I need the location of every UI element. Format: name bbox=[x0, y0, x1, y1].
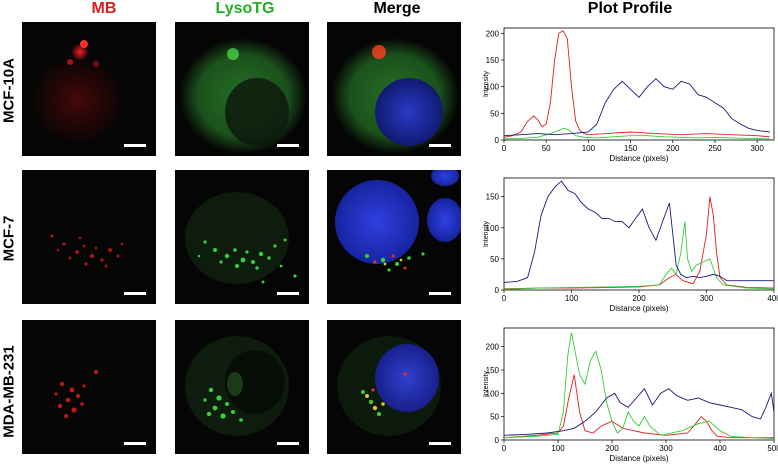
series-line-2 bbox=[503, 387, 775, 436]
y-tick-label: 50 bbox=[490, 413, 499, 422]
x-tick-label: 200 bbox=[666, 144, 680, 153]
y-tick-label: 50 bbox=[490, 109, 499, 118]
series-line-2 bbox=[503, 78, 770, 137]
y-tick-label: 100 bbox=[486, 224, 500, 233]
x-tick-label: 250 bbox=[708, 144, 722, 153]
scale-bar bbox=[277, 442, 299, 445]
y-tick-label: 150 bbox=[486, 193, 500, 202]
x-tick-label: 150 bbox=[624, 144, 638, 153]
y-tick-label: 200 bbox=[486, 29, 500, 38]
plot-frame bbox=[503, 327, 775, 441]
micrograph-mda-mb-231-mb bbox=[22, 320, 156, 454]
column-title-plot-profile: Plot Profile bbox=[587, 0, 673, 17]
x-axis-label: Distance (pixels) bbox=[609, 154, 668, 163]
x-tick-label: 100 bbox=[565, 294, 579, 303]
y-tick-label: 150 bbox=[486, 56, 500, 65]
x-tick-label: 400 bbox=[713, 444, 727, 453]
micrograph-mcf-7-mb bbox=[22, 170, 156, 304]
row-label-mcf-7: MCF-7 bbox=[0, 215, 18, 262]
y-axis-label: Intensity bbox=[483, 370, 490, 397]
x-tick-label: 0 bbox=[502, 294, 507, 303]
y-tick-label: 150 bbox=[486, 366, 500, 375]
series-line-0 bbox=[503, 374, 774, 439]
row-label-mcf-10a: MCF-10A bbox=[0, 58, 18, 124]
column-title-lysotg: LysoTG bbox=[215, 0, 275, 17]
x-tick-label: 200 bbox=[605, 444, 619, 453]
scale-bar bbox=[277, 292, 299, 295]
micrograph-mcf-7-merge bbox=[327, 170, 461, 304]
micrograph-mcf-10a-merge bbox=[327, 22, 461, 156]
y-tick-label: 100 bbox=[486, 389, 500, 398]
scale-bar bbox=[429, 292, 451, 295]
x-tick-label: 0 bbox=[502, 444, 507, 453]
x-tick-label: 100 bbox=[551, 444, 565, 453]
x-axis-label: Distance (pixels) bbox=[609, 304, 668, 313]
plot-profile-mda-mb-231: 0 50 100 150 200 0 100 200 300 400 500 Intensity Dis… bbox=[480, 322, 778, 467]
row-label-mda-mb-231: MDA-MB-231 bbox=[0, 345, 18, 438]
x-tick-label: 100 bbox=[582, 144, 596, 153]
scale-bar bbox=[124, 292, 146, 295]
x-tick-label: 300 bbox=[659, 444, 673, 453]
x-tick-label: 50 bbox=[542, 144, 551, 153]
y-tick-label: 0 bbox=[495, 136, 500, 145]
micrograph-mcf-10a-lysotg bbox=[175, 22, 309, 156]
series-line-0 bbox=[503, 196, 775, 290]
plot-profile-mcf-7: 0 50 100 150 0 100 200 300 400 Intensity Distance … bbox=[480, 172, 778, 317]
y-tick-label: 200 bbox=[486, 343, 500, 352]
scale-bar bbox=[429, 442, 451, 445]
scale-bar bbox=[124, 442, 146, 445]
micrograph-mcf-7-lysotg bbox=[175, 170, 309, 304]
plot-frame bbox=[503, 27, 775, 141]
y-tick-label: 100 bbox=[486, 83, 500, 92]
plot-svg: 0 50 100 150 0 100 200 300 400 Intensity Distance … bbox=[483, 177, 778, 313]
column-title-mb: MB bbox=[91, 0, 117, 17]
series-line-1 bbox=[503, 221, 775, 290]
y-tick-label: 0 bbox=[495, 436, 500, 445]
scale-bar bbox=[124, 144, 146, 147]
y-tick-label: 50 bbox=[490, 255, 499, 264]
x-axis-label: Distance (pixels) bbox=[609, 454, 668, 463]
plot-frame bbox=[503, 177, 775, 291]
micrograph-mda-mb-231-lysotg bbox=[175, 320, 309, 454]
y-tick-label: 0 bbox=[495, 286, 500, 295]
y-axis-label: Intensity bbox=[483, 70, 490, 97]
scale-bar bbox=[429, 144, 451, 147]
x-tick-label: 200 bbox=[632, 294, 646, 303]
series-line-1 bbox=[503, 127, 770, 140]
series-line-0 bbox=[503, 30, 770, 138]
x-tick-label: 300 bbox=[750, 144, 764, 153]
column-title-merge: Merge bbox=[373, 0, 421, 17]
scale-bar bbox=[277, 144, 299, 147]
plot-svg: 0 50 100 150 200 0 50 100 150 200 250 300 Intensity D… bbox=[483, 27, 775, 163]
series-line-1 bbox=[503, 332, 775, 440]
x-tick-label: 300 bbox=[700, 294, 714, 303]
x-tick-label: 400 bbox=[767, 294, 778, 303]
series-line-2 bbox=[503, 180, 774, 283]
x-tick-label: 500 bbox=[767, 444, 778, 453]
x-tick-label: 0 bbox=[502, 144, 507, 153]
micrograph-mcf-10a-mb bbox=[22, 22, 156, 156]
y-axis-label: Intensity bbox=[483, 220, 490, 247]
plot-svg: 0 50 100 150 200 0 100 200 300 400 500 Intensity Dis… bbox=[483, 327, 778, 463]
plot-profile-mcf-10a: 0 50 100 150 200 0 50 100 150 200 250 300 Intensity D… bbox=[480, 22, 776, 167]
micrograph-mda-mb-231-merge bbox=[327, 320, 461, 454]
